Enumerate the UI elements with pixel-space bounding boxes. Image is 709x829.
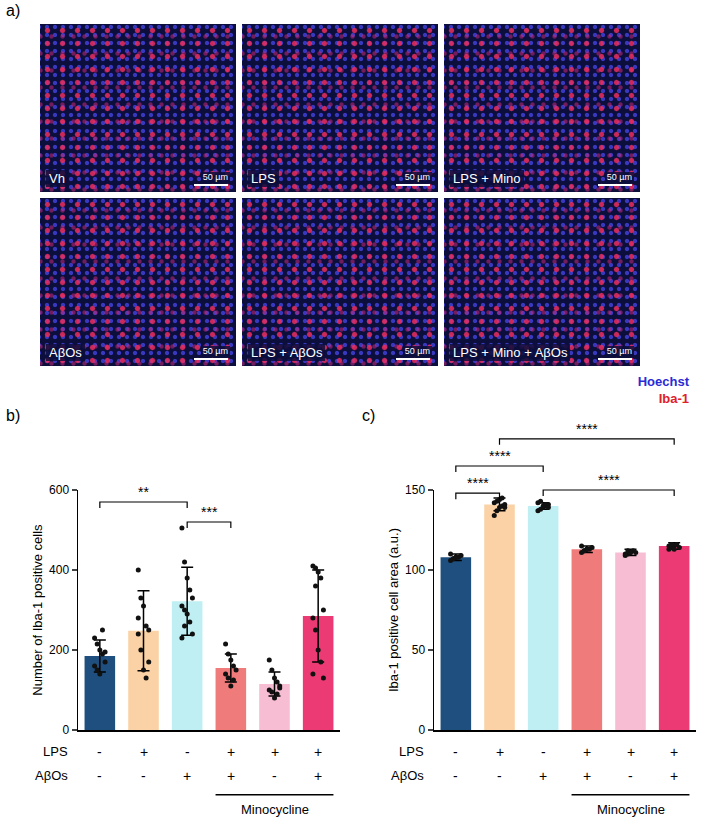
html-text:50 µm: 50 µm bbox=[606, 172, 632, 182]
svg-text:****: **** bbox=[598, 472, 620, 488]
svg-text:Iba-1 positive cell area (a.u.: Iba-1 positive cell area (a.u.) bbox=[386, 528, 401, 692]
svg-text:-: - bbox=[185, 744, 190, 760]
html-text:50 µm: 50 µm bbox=[606, 346, 632, 356]
svg-text:+: + bbox=[496, 744, 504, 760]
html-text:a): a) bbox=[6, 2, 21, 19]
svg-text:+: + bbox=[227, 768, 235, 784]
svg-text:LPS: LPS bbox=[43, 744, 68, 759]
svg-text:-: - bbox=[453, 768, 458, 784]
html-text:AβOs: AβOs bbox=[49, 345, 82, 360]
svg-text:-: - bbox=[453, 744, 458, 760]
html-text:b): b) bbox=[6, 407, 21, 424]
html-text:50 µm: 50 µm bbox=[404, 172, 430, 182]
svg-text:-: - bbox=[97, 768, 102, 784]
svg-text:****: **** bbox=[576, 421, 598, 437]
svg-text:+: + bbox=[271, 744, 279, 760]
svg-text:+: + bbox=[314, 744, 322, 760]
svg-text:+: + bbox=[670, 744, 678, 760]
html-text:50 µm: 50 µm bbox=[202, 346, 228, 356]
svg-text:+: + bbox=[670, 768, 678, 784]
svg-text:+: + bbox=[183, 768, 191, 784]
svg-text:+: + bbox=[227, 744, 235, 760]
html-text:LPS: LPS bbox=[251, 171, 276, 186]
svg-text:Minocycline: Minocycline bbox=[597, 802, 665, 817]
html-text:Hoechst: Hoechst bbox=[637, 374, 689, 389]
html-text:LPS + Mino: LPS + Mino bbox=[453, 171, 521, 186]
svg-text:-: - bbox=[97, 744, 102, 760]
html-text:Iba-1: Iba-1 bbox=[658, 391, 689, 406]
svg-text:-: - bbox=[541, 744, 546, 760]
svg-text:+: + bbox=[627, 744, 635, 760]
svg-text:AβOs: AβOs bbox=[35, 768, 68, 783]
svg-text:-: - bbox=[141, 768, 146, 784]
svg-text:200: 200 bbox=[49, 643, 69, 657]
svg-text:****: **** bbox=[489, 448, 511, 464]
svg-text:150: 150 bbox=[405, 483, 425, 497]
svg-text:AβOs: AβOs bbox=[391, 768, 424, 783]
svg-text:-: - bbox=[497, 768, 502, 784]
html-text:Vh: Vh bbox=[49, 171, 65, 186]
svg-text:**: ** bbox=[138, 484, 149, 500]
html-text:50 µm: 50 µm bbox=[202, 172, 228, 182]
html-text:LPS + Mino + AβOs: LPS + Mino + AβOs bbox=[453, 345, 568, 360]
html-text:50 µm: 50 µm bbox=[404, 346, 430, 356]
svg-text:Minocycline: Minocycline bbox=[241, 802, 309, 817]
svg-text:+: + bbox=[140, 744, 148, 760]
svg-text:400: 400 bbox=[49, 563, 69, 577]
svg-text:+: + bbox=[539, 768, 547, 784]
svg-text:100: 100 bbox=[405, 563, 425, 577]
svg-text:+: + bbox=[583, 744, 591, 760]
svg-text:+: + bbox=[314, 768, 322, 784]
html-text:c): c) bbox=[362, 407, 376, 424]
svg-text:-: - bbox=[272, 768, 277, 784]
svg-text:50: 50 bbox=[412, 643, 426, 657]
html-text:LPS + AβOs: LPS + AβOs bbox=[251, 345, 323, 360]
svg-text:-: - bbox=[628, 768, 633, 784]
svg-text:LPS: LPS bbox=[399, 744, 424, 759]
svg-text:0: 0 bbox=[418, 723, 425, 737]
svg-text:600: 600 bbox=[49, 483, 69, 497]
svg-text:+: + bbox=[583, 768, 591, 784]
svg-text:***: *** bbox=[201, 504, 218, 520]
svg-text:Number of Iba-1 positive cells: Number of Iba-1 positive cells bbox=[30, 524, 45, 696]
svg-text:****: **** bbox=[467, 475, 489, 491]
svg-text:0: 0 bbox=[62, 723, 69, 737]
